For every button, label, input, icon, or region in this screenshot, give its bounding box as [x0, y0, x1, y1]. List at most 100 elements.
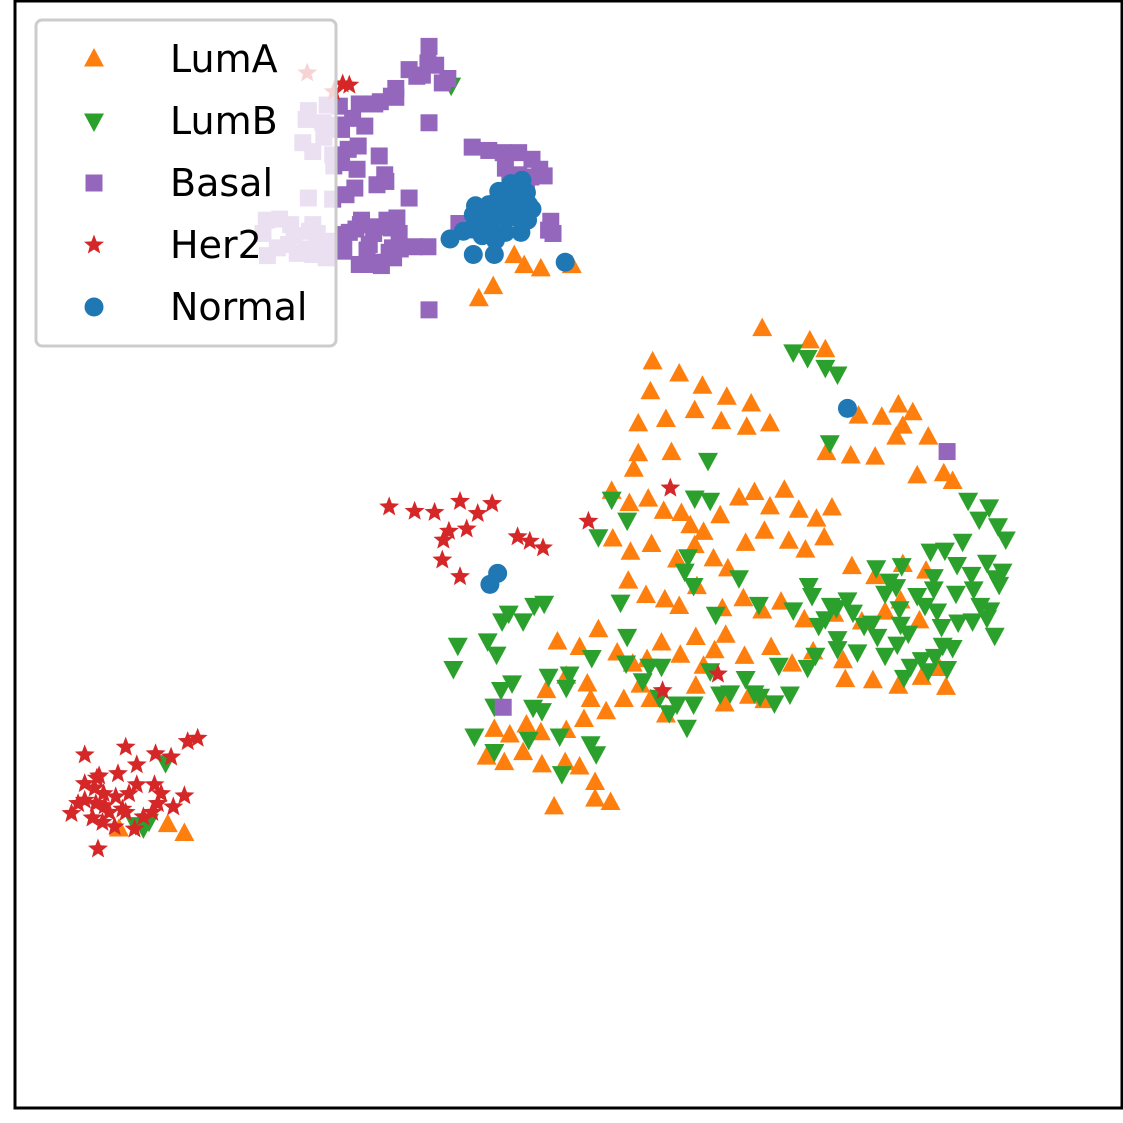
point-luma-24 [816, 441, 837, 461]
point-lumb-35 [879, 573, 900, 593]
point-lumb-43 [827, 631, 848, 650]
point-luma-10 [669, 363, 690, 382]
point-her2-51 [174, 785, 195, 805]
point-lumb-63 [918, 663, 939, 682]
point-luma-96 [782, 653, 803, 672]
point-lumb-79 [783, 602, 804, 621]
point-luma-133 [585, 788, 606, 807]
point-basal-77 [391, 240, 409, 258]
point-her2-21 [652, 680, 673, 700]
point-lumb-28 [945, 585, 966, 605]
point-luma-70 [654, 588, 675, 608]
point-luma-68 [618, 570, 639, 589]
point-lumb-42 [808, 617, 829, 637]
point-luma-55 [666, 549, 687, 568]
legend-marker-her2 [84, 234, 104, 254]
point-luma-9 [642, 350, 663, 370]
point-her2-52 [151, 783, 172, 803]
point-her2-7 [467, 503, 488, 522]
point-luma-51 [821, 497, 842, 516]
point-lumb-113 [735, 670, 756, 690]
point-lumb-25 [907, 587, 928, 607]
point-her2-45 [82, 807, 103, 827]
point-luma-47 [759, 495, 780, 515]
point-lumb-66 [931, 618, 952, 638]
point-her2-32 [84, 777, 105, 797]
point-luma-12 [716, 386, 737, 405]
point-lumb-88 [447, 637, 468, 657]
point-luma-85 [588, 618, 609, 638]
point-lumb-1 [783, 344, 804, 363]
point-lumb-10 [958, 492, 979, 512]
point-lumb-19 [961, 566, 982, 586]
point-lumb-61 [924, 648, 945, 668]
point-basal-104 [938, 443, 956, 461]
point-basal-7 [408, 67, 426, 85]
point-lumb-89 [486, 646, 507, 666]
point-basal-78 [406, 238, 424, 256]
point-luma-109 [596, 700, 617, 720]
point-luma-27 [888, 394, 909, 413]
point-lumb-77 [683, 577, 704, 597]
point-lumb-91 [538, 668, 559, 688]
point-her2-13 [439, 520, 459, 540]
point-her2-44 [68, 793, 89, 813]
point-normal-28 [485, 230, 505, 250]
point-luma-90 [670, 644, 691, 663]
point-luma-5 [504, 244, 525, 264]
point-luma-46 [744, 481, 765, 501]
point-lumb-111 [779, 686, 800, 705]
point-luma-62 [795, 539, 816, 558]
point-lumb-71 [984, 627, 1005, 647]
point-her2-26 [177, 731, 198, 751]
point-luma-33 [886, 426, 907, 445]
point-her2-56 [92, 811, 113, 831]
point-luma-15 [628, 412, 649, 432]
point-luma-108 [580, 688, 601, 708]
point-luma-64 [841, 555, 862, 575]
point-luma-137 [174, 822, 195, 841]
point-luma-121 [516, 713, 537, 733]
plot-frame [13, 0, 1123, 1110]
point-lumb-3 [815, 359, 836, 379]
point-her2-2 [339, 74, 360, 94]
point-lumb-72 [588, 529, 609, 548]
point-luma-80 [875, 601, 896, 620]
point-luma-49 [788, 499, 809, 518]
point-lumb-65 [942, 639, 963, 659]
point-luma-69 [635, 584, 656, 603]
point-lumb-2 [797, 349, 818, 369]
point-luma-83 [547, 630, 568, 650]
point-luma-91 [685, 626, 706, 646]
point-normal-32 [555, 252, 575, 272]
point-basal-5 [427, 56, 445, 74]
point-lumb-15 [952, 533, 973, 553]
point-basal-43 [480, 141, 498, 159]
point-luma-57 [703, 547, 724, 567]
point-lumb-122 [518, 731, 539, 751]
point-luma-74 [733, 587, 754, 607]
point-luma-125 [476, 746, 497, 765]
point-luma-114 [685, 675, 706, 694]
point-basal-35 [368, 176, 386, 194]
point-lumb-68 [948, 614, 969, 634]
point-lumb-98 [617, 628, 638, 648]
point-lumb-59 [889, 601, 910, 620]
point-lumb-86 [534, 595, 555, 615]
point-lumb-8 [684, 490, 705, 510]
point-luma-3 [530, 257, 551, 277]
point-luma-30 [918, 426, 939, 445]
point-luma-13 [741, 392, 762, 412]
point-luma-124 [573, 708, 594, 727]
point-lumb-54 [875, 647, 896, 667]
point-luma-14 [640, 380, 661, 400]
point-basal-6 [420, 37, 438, 55]
point-luma-23 [661, 441, 682, 461]
point-luma-18 [711, 410, 732, 430]
point-luma-59 [735, 532, 756, 551]
point-luma-2 [514, 254, 535, 274]
point-lumb-67 [927, 603, 948, 622]
point-her2-49 [147, 793, 168, 813]
point-luma-39 [638, 488, 659, 507]
